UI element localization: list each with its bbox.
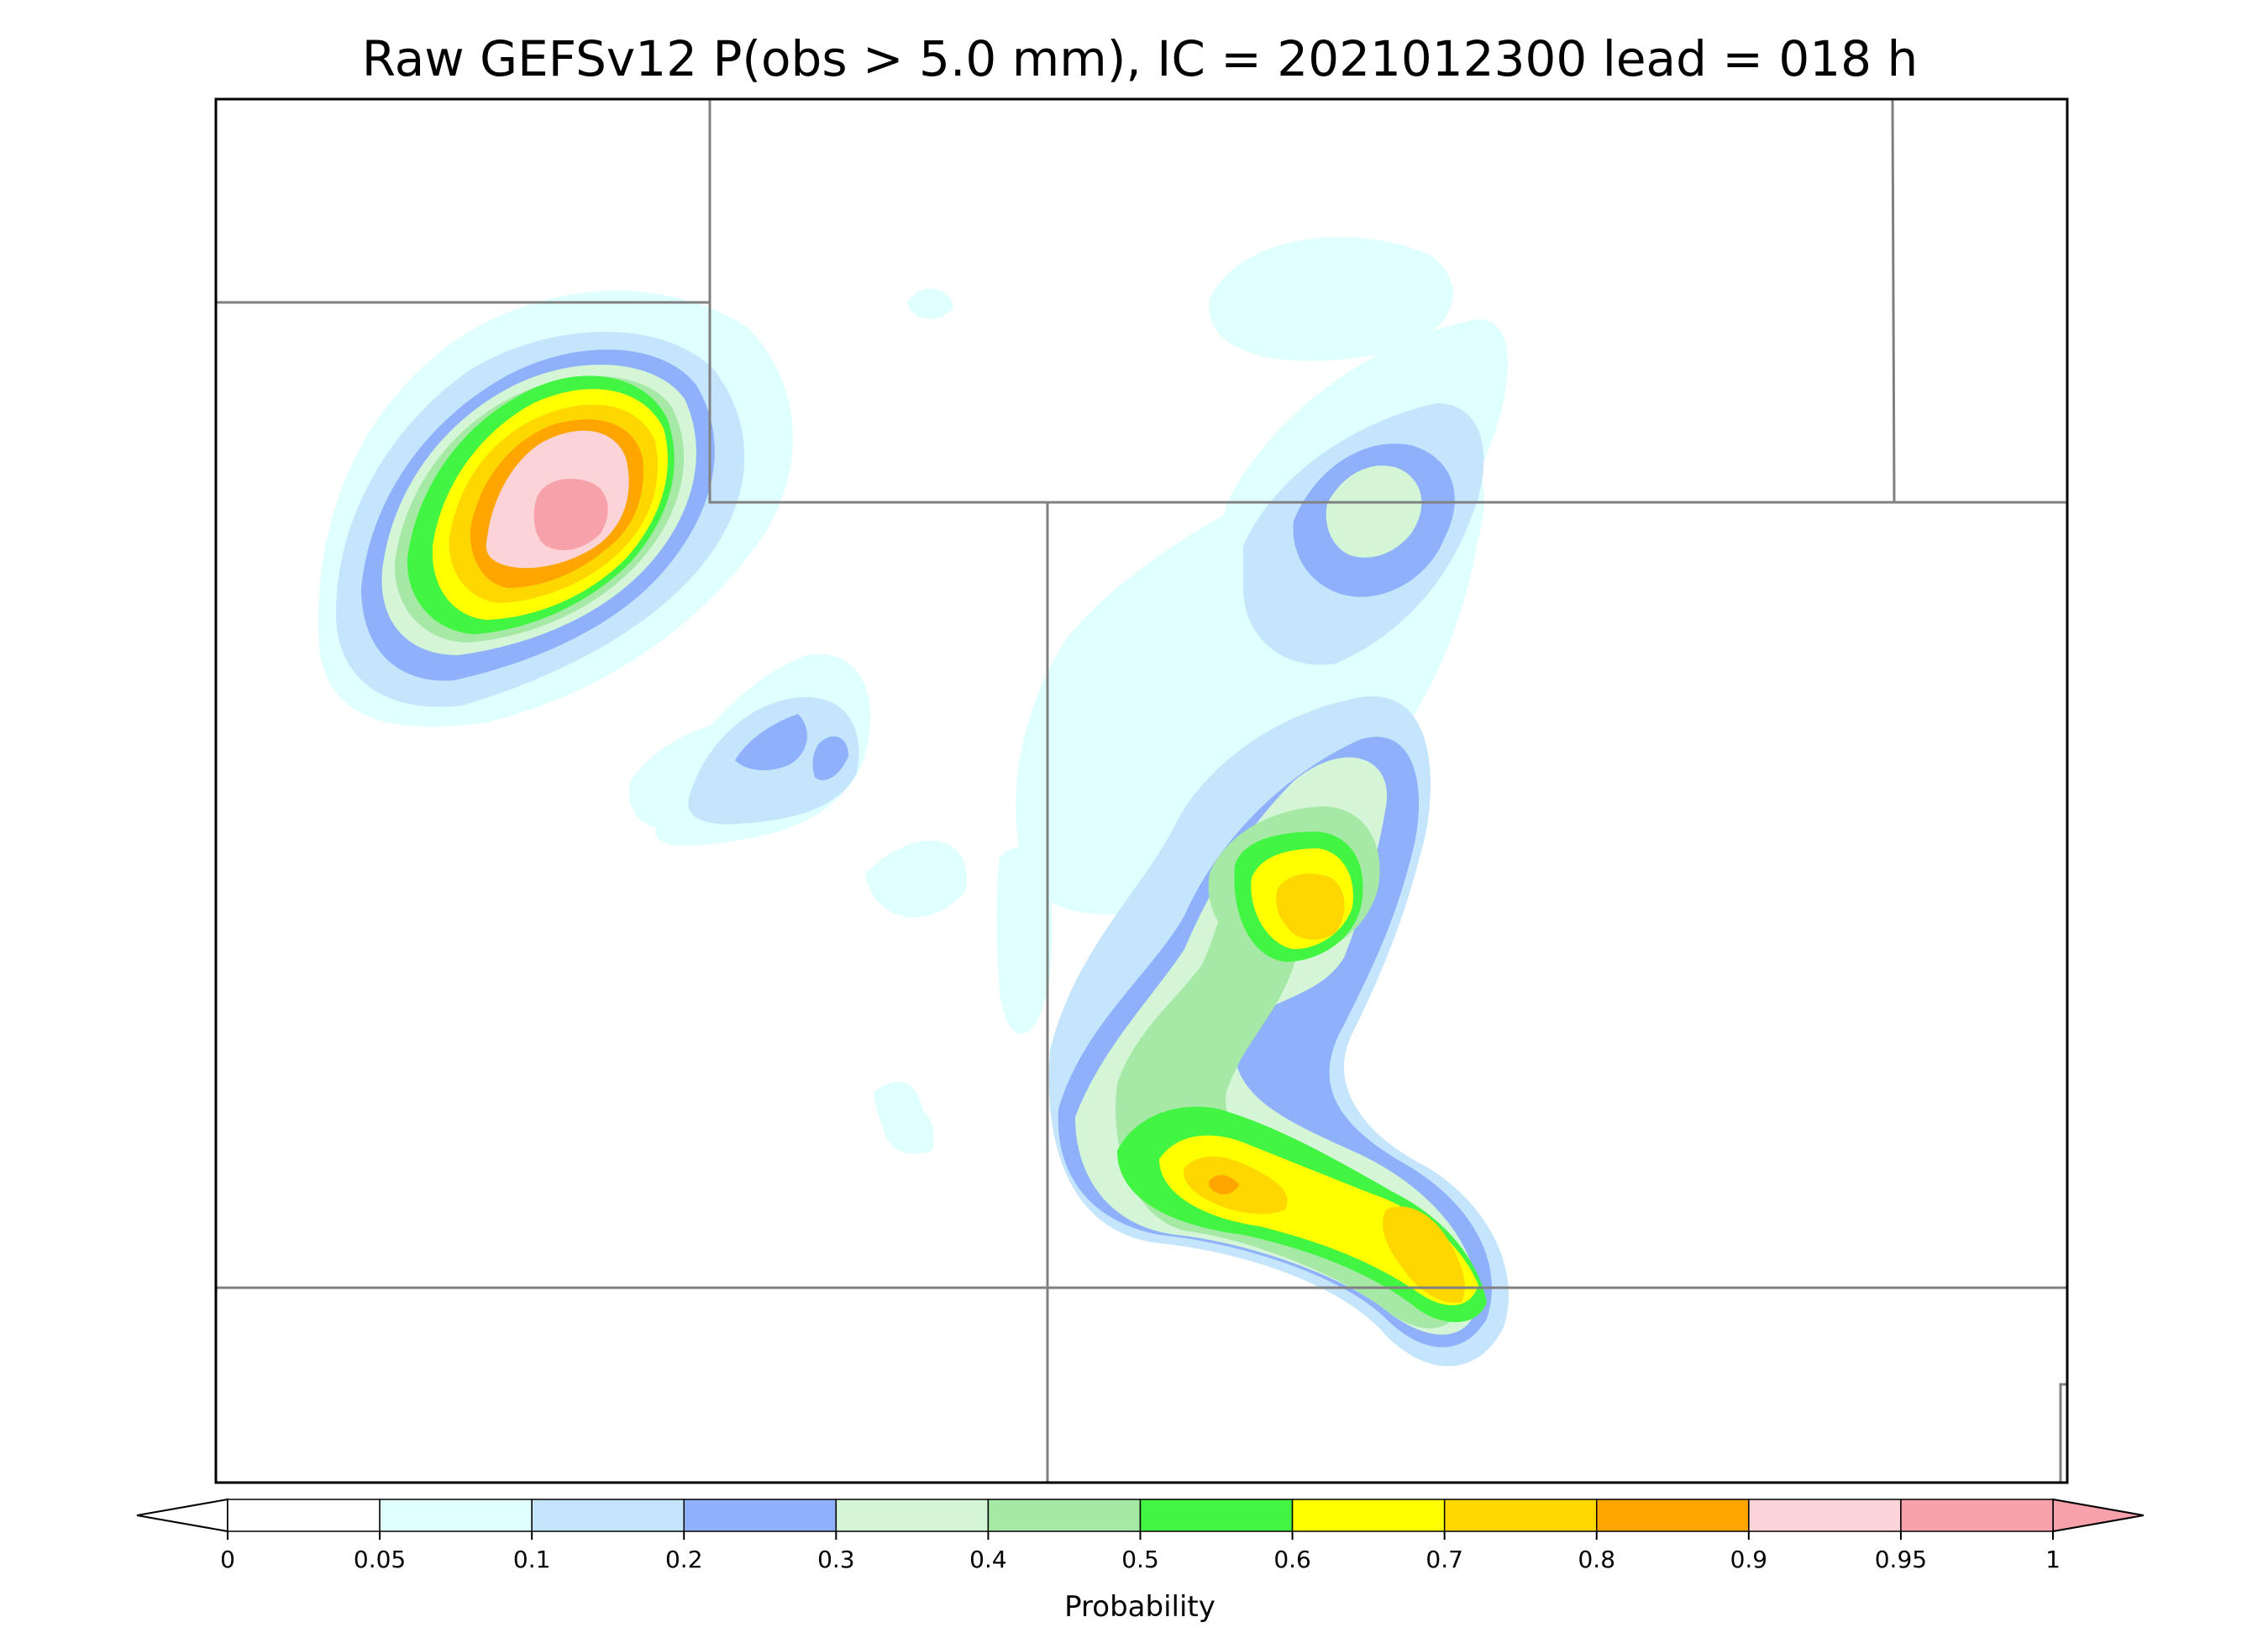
colorbar-tick-label: 0.1 <box>513 1546 551 1573</box>
colorbar-segment <box>1900 1499 2054 1532</box>
colorbar-segment <box>835 1499 990 1532</box>
colorbar-segment <box>1596 1499 1750 1532</box>
map-frame <box>214 97 2069 1484</box>
colorbar-over-arrow <box>2052 1498 2145 1533</box>
colorbar-segment <box>227 1499 381 1532</box>
colorbar-tick-label: 0.8 <box>1578 1546 1615 1573</box>
state-borders <box>216 99 2067 1483</box>
colorbar-tick-label: 0.9 <box>1730 1546 1768 1573</box>
central-southern-complex <box>1048 696 1509 1367</box>
colorbar-segment <box>1748 1499 1902 1532</box>
colorbar-label: Probability <box>1064 1590 1215 1624</box>
colorbar-tick-label: 0.4 <box>969 1546 1007 1573</box>
colorbar-segment <box>683 1499 837 1532</box>
colorbar: 0 0.05 0.1 0.2 0.3 0.4 0.5 0.6 0.7 0.8 0.9 0.95 1 Pr… <box>136 1498 2145 1624</box>
colorbar-tick-label: 0.95 <box>1875 1546 1927 1573</box>
north-central-system <box>1223 319 1508 674</box>
colorbar-segment <box>1139 1499 1294 1532</box>
colorbar-segment <box>379 1499 533 1532</box>
northwest-system <box>318 291 793 727</box>
colorbar-segment <box>1443 1499 1598 1532</box>
colorbar-tick-label: 0 <box>220 1546 235 1573</box>
western-minor-system <box>655 654 871 846</box>
colorbar-under-arrow <box>136 1498 228 1533</box>
map-title: Raw GEFSv12 P(obs > 5.0 mm), IC = 202101… <box>362 30 1919 87</box>
colorbar-tick-label: 0.3 <box>817 1546 855 1573</box>
colorbar-segment <box>987 1499 1142 1532</box>
colorbar-tick-label: 0.2 <box>665 1546 703 1573</box>
colorbar-tick-label: 0.5 <box>1121 1546 1159 1573</box>
colorbar-tick-label: 0.05 <box>354 1546 406 1573</box>
colorbar-tick-label: 1 <box>2045 1546 2061 1573</box>
colorbar-segment <box>531 1499 685 1532</box>
map-area <box>216 99 2067 1483</box>
colorbar-tick-label: 0.6 <box>1273 1546 1311 1573</box>
colorbar-tick-label: 0.7 <box>1425 1546 1463 1573</box>
colorbar-segment <box>1291 1499 1446 1532</box>
